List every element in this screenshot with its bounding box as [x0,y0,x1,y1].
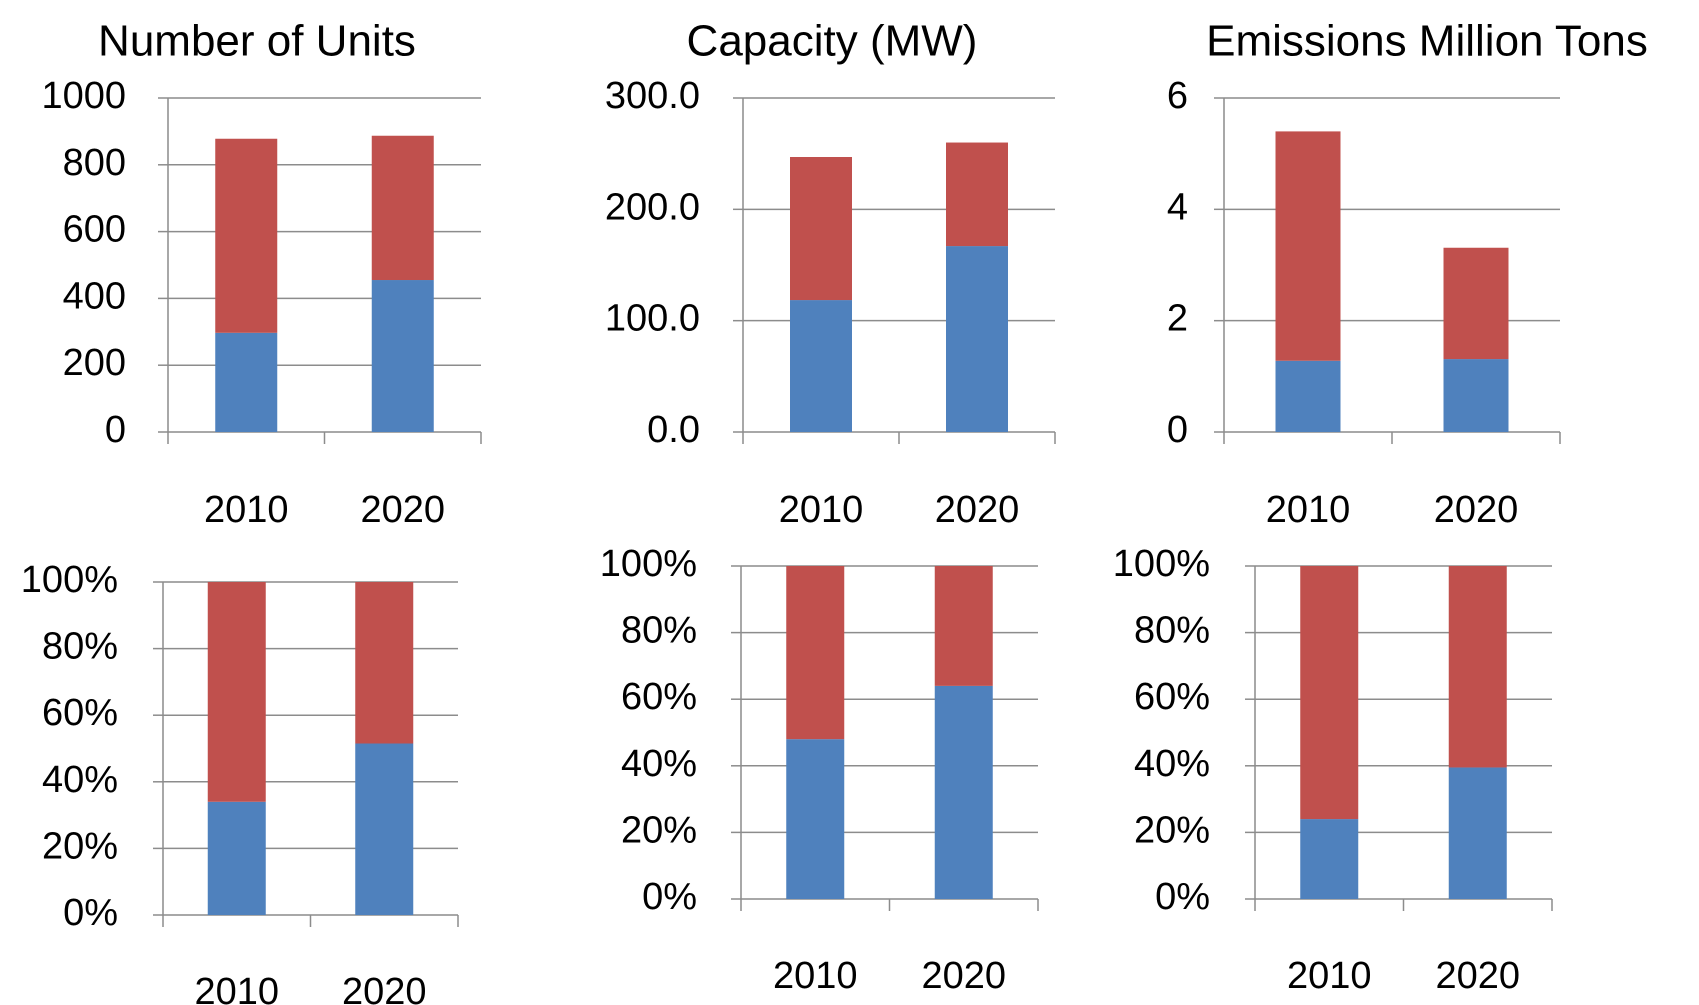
panel-5-bar-2010-segment-1 [786,739,845,899]
panel-6-ytick-label: 0% [1155,876,1210,918]
panel-6-ytick-label: 100% [1113,543,1210,585]
panel-1-ytick-label: 0 [105,409,126,451]
panel-2-xtick-label: 2010 [779,489,864,531]
panel-6-ytick-label: 60% [1134,676,1210,718]
panel-2-ytick-label: 200.0 [605,186,700,228]
panel-3-ytick-label: 2 [1167,298,1188,340]
panel-1-xtick-label: 2020 [360,489,445,531]
panel-6-bar-2010-segment-2 [1300,566,1359,820]
panel-1-ytick-label: 800 [63,142,126,184]
panel-3-ytick-label: 0 [1167,409,1188,451]
panel-4-bar-2010-segment-2 [207,582,266,802]
panel-2-ytick-label: 0.0 [647,409,700,451]
panel-1-bar-2010-segment-1 [215,332,278,432]
panel-5-ytick-label: 0% [642,876,697,918]
panel-3-ytick-label: 4 [1167,186,1188,228]
panel-1-xtick-label: 2010 [204,489,289,531]
panel-3-xtick-label: 2020 [1434,489,1519,531]
panel-1-bar-2010-segment-2 [215,138,278,333]
panel-3-bar-2020-segment-1 [1443,359,1509,432]
panel-5-bar-2020-segment-1 [934,685,993,899]
panel-1-bar-2020-segment-2 [371,135,434,281]
panel-3-bar-2010-segment-2 [1275,131,1341,361]
panel-4-ytick-label: 80% [42,626,118,668]
panel-4-ytick-label: 40% [42,759,118,801]
panel-3-xtick-label: 2010 [1266,489,1351,531]
panel-2-bar-2020-segment-1 [946,246,1008,432]
panel-2-bar-2010-segment-1 [790,300,852,432]
panel-1-title: Number of Units [98,17,416,66]
panel-5-ytick-label: 20% [621,809,697,851]
panel-2-xtick-label: 2020 [935,489,1020,531]
panel-3-bar-2020-segment-2 [1443,247,1509,360]
panel-6-xtick-label: 2020 [1435,955,1520,997]
panel-1-ytick-label: 600 [63,209,126,251]
panel-5-ytick-label: 40% [621,743,697,785]
panel-4-xtick-label: 2020 [342,971,427,1005]
panel-2-bar-2010-segment-2 [790,157,852,301]
panel-2-bar-2020-segment-2 [946,142,1008,247]
panel-4-xtick-label: 2010 [194,971,279,1005]
panel-1-ytick-label: 1000 [41,75,126,117]
panel-6-ytick-label: 40% [1134,743,1210,785]
panel-4-ytick-label: 100% [21,559,118,601]
panel-6-bar-2010-segment-1 [1300,819,1359,899]
panel-4-bar-2020-segment-1 [355,743,414,915]
panel-1-ytick-label: 200 [63,342,126,384]
panel-4-ytick-label: 60% [42,692,118,734]
panel-3-title: Emissions Million Tons [1206,17,1648,66]
panel-4-bar-2020-segment-2 [355,582,414,744]
panel-2-title: Capacity (MW) [687,17,978,66]
panel-2-ytick-label: 300.0 [605,75,700,117]
panel-5-ytick-label: 60% [621,676,697,718]
panel-6-ytick-label: 80% [1134,610,1210,652]
panel-6-ytick-label: 20% [1134,809,1210,851]
panel-5-xtick-label: 2010 [773,955,858,997]
panel-1-bar-2020-segment-1 [371,280,434,432]
panel-6-bar-2020-segment-1 [1448,767,1507,899]
panel-6-xtick-label: 2010 [1287,955,1372,997]
panel-5-ytick-label: 80% [621,610,697,652]
panel-3-ytick-label: 6 [1167,75,1188,117]
panel-5-bar-2020-segment-2 [934,566,993,686]
panel-5-bar-2010-segment-2 [786,566,845,740]
panel-4-ytick-label: 20% [42,825,118,867]
panel-6-bar-2020-segment-2 [1448,566,1507,768]
panel-4-bar-2010-segment-1 [207,801,266,915]
panel-4-ytick-label: 0% [63,892,118,934]
panel-5-ytick-label: 100% [600,543,697,585]
panel-1-ytick-label: 400 [63,275,126,317]
panel-3-bar-2010-segment-1 [1275,360,1341,432]
panel-2-ytick-label: 100.0 [605,298,700,340]
panel-5-xtick-label: 2020 [921,955,1006,997]
